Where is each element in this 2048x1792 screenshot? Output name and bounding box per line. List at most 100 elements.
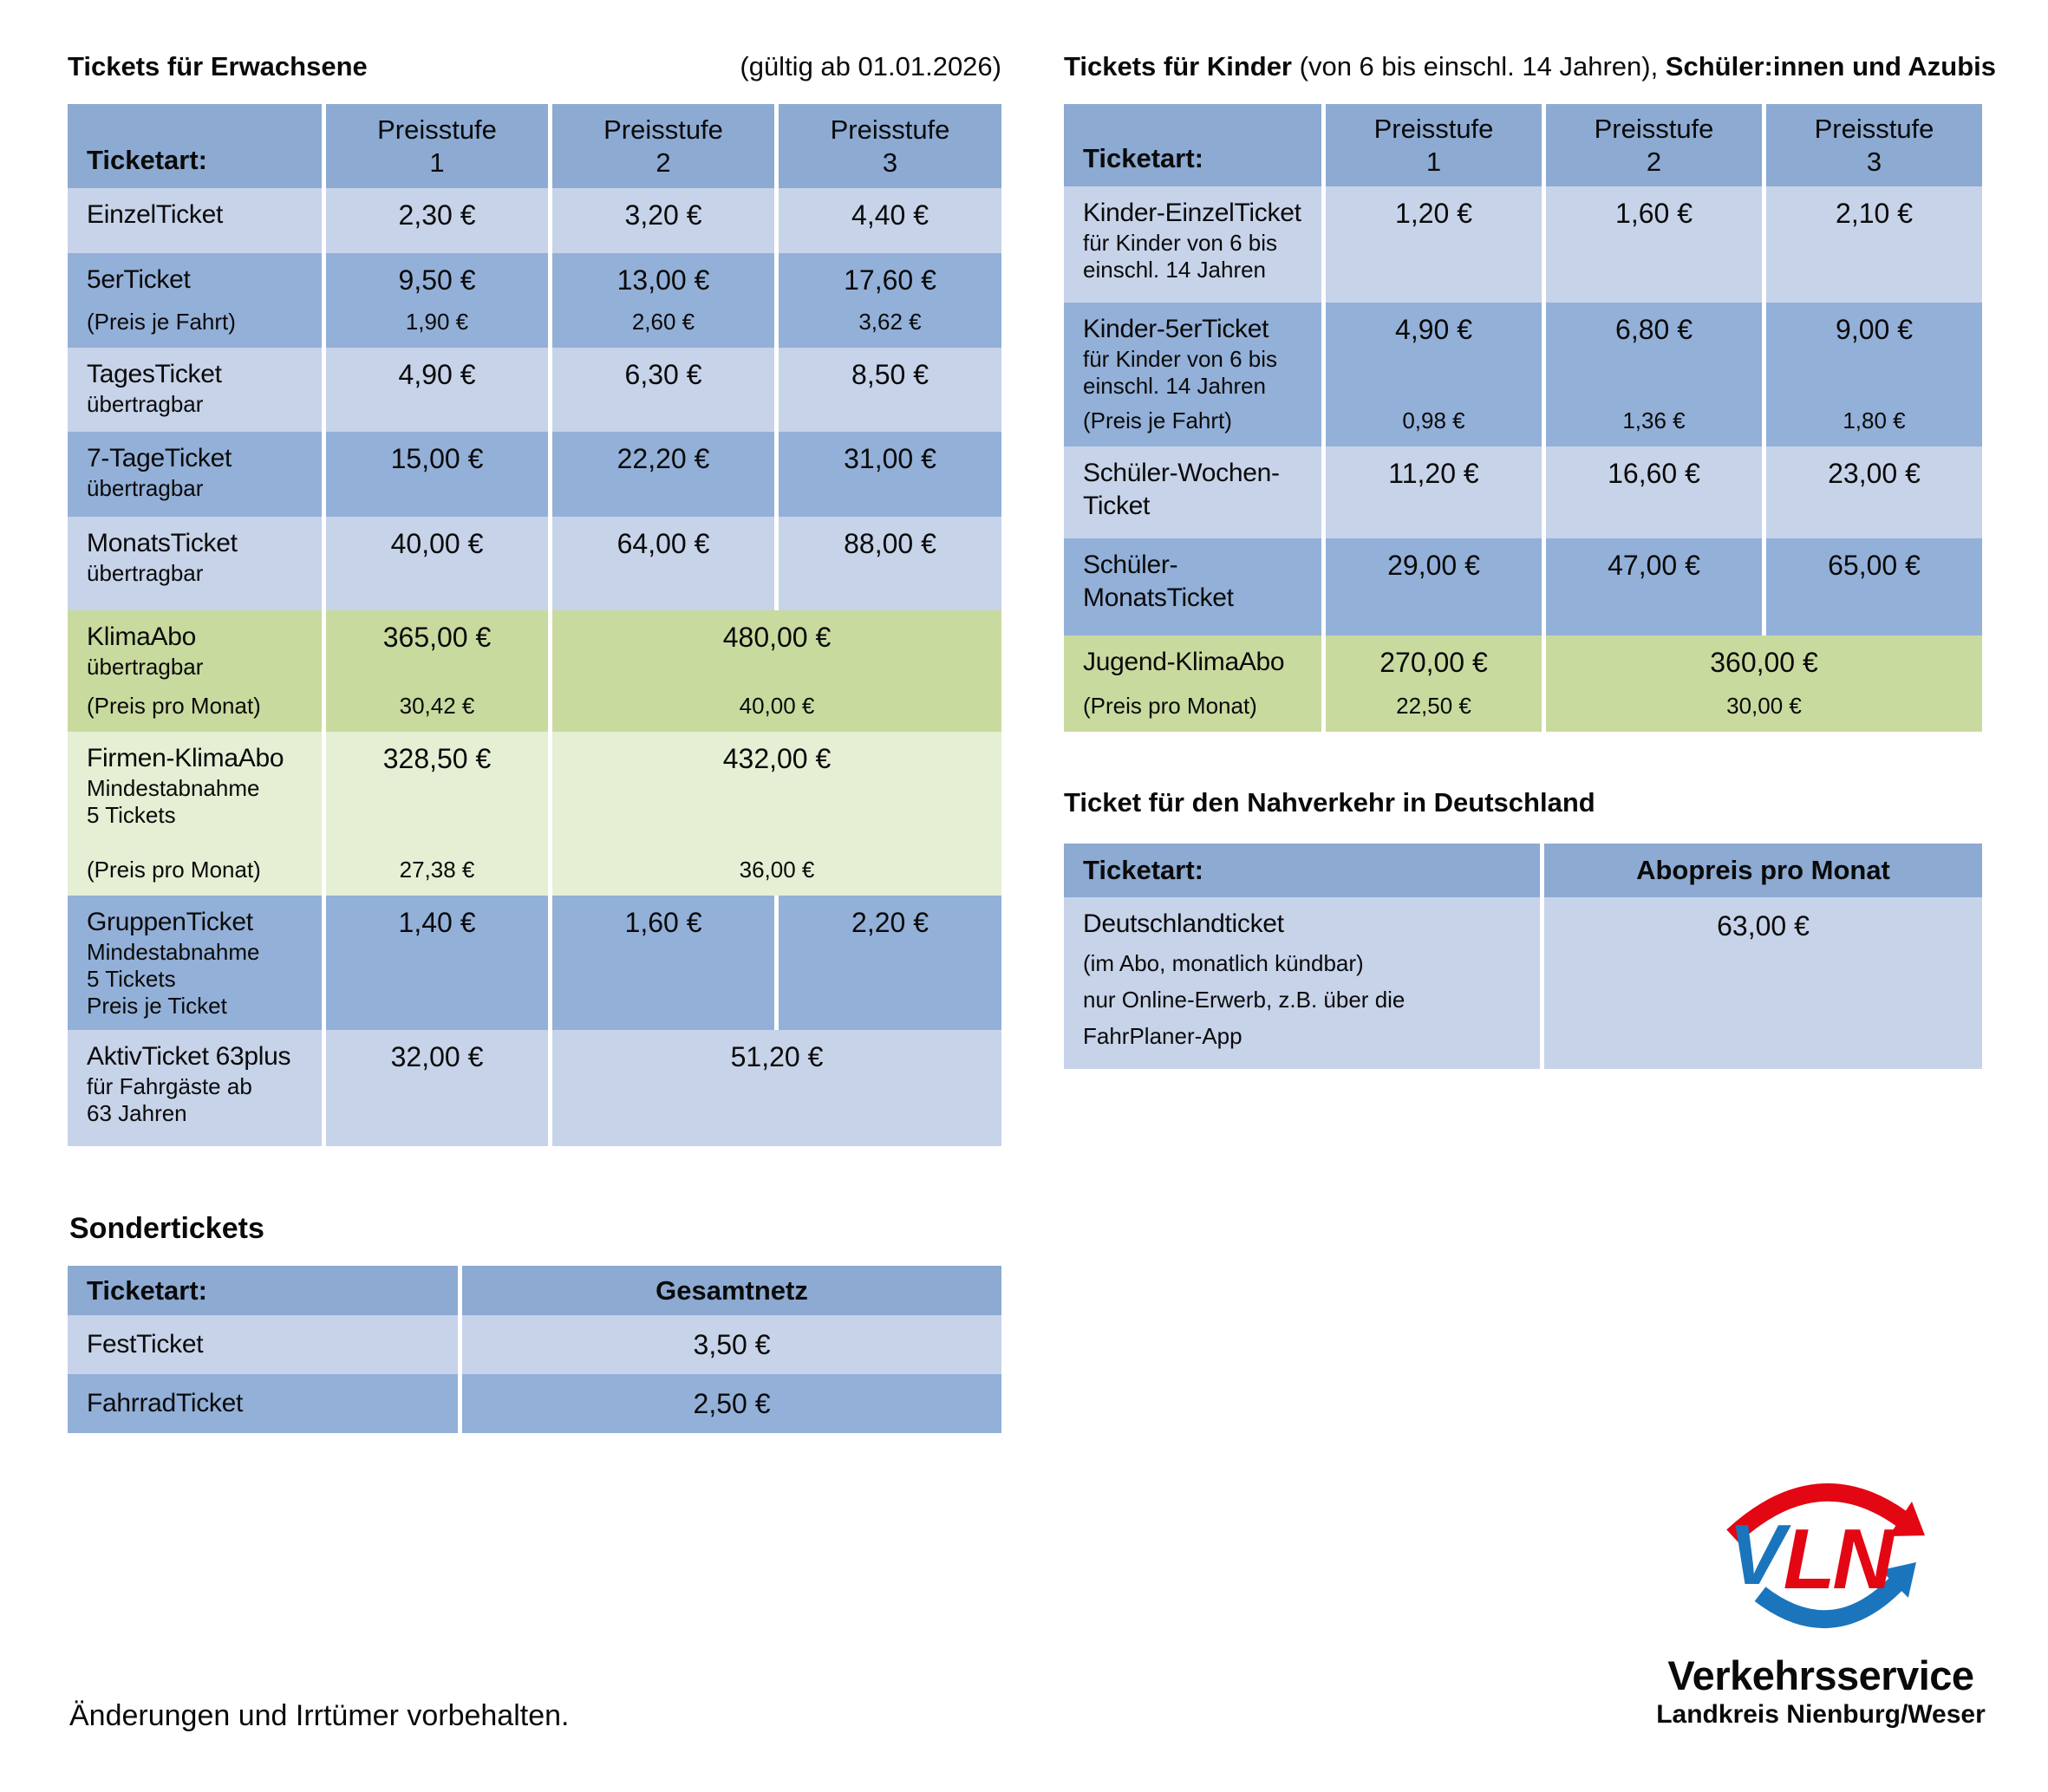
price-cell: 17,60 € 3,62 € xyxy=(779,253,1001,348)
table-row: 5erTicket (Preis je Fahrt) 9,50 € 1,90 € 13,… xyxy=(68,253,1001,348)
price-value: 31,00 € xyxy=(844,443,936,474)
logo-red-arrow-arc xyxy=(1726,1482,1908,1543)
deutschlandticket-table: Ticketart: Abopreis pro Monat Deutschlandt… xyxy=(1064,844,1982,1069)
ticket-name-cell: 7-TageTicket übertragbar xyxy=(68,432,322,517)
kids-title-part3: Schüler:innen und Azubis xyxy=(1665,51,1996,81)
ticket-desc: Mindestabnahme xyxy=(87,775,260,801)
sondertickets-section-title: Sondertickets xyxy=(69,1212,264,1245)
column-header-preisstufe: Preisstufe 3 xyxy=(1766,104,1982,186)
price-cell: 31,00 € xyxy=(779,432,1001,517)
ticket-name: GruppenTicket xyxy=(87,908,253,936)
price-value: 3,20 € xyxy=(624,199,702,231)
ticket-name: Schüler- xyxy=(1083,551,1178,579)
ticket-desc: übertragbar xyxy=(87,475,204,501)
preisstufe-label: Preisstufe xyxy=(1814,113,1934,144)
table-header-row: Ticketart: Preisstufe 1 Preisstufe 2 Preisstu… xyxy=(1064,104,1982,186)
column-header-ticketart: Ticketart: xyxy=(1064,844,1540,897)
ticket-name-cell: Kinder-5erTicket für Kinder von 6 bis eins… xyxy=(1064,303,1321,446)
price-value: 64,00 € xyxy=(616,528,710,559)
price-cell: 15,00 € xyxy=(326,432,548,517)
disclaimer-note: Änderungen und Irrtümer vorbehalten. xyxy=(69,1699,570,1732)
ticket-name-cell: MonatsTicket übertragbar xyxy=(68,517,322,610)
logo-blue-arrowhead xyxy=(1881,1562,1916,1598)
adults-price-table: Ticketart: Preisstufe 1 Preisstufe 2 Preisstu… xyxy=(68,104,1001,1146)
ticket-name: Kinder-EinzelTicket xyxy=(1083,199,1301,227)
ticket-desc: 63 Jahren xyxy=(87,1100,187,1126)
column-header-preisstufe: Preisstufe 1 xyxy=(326,104,548,188)
price-cell: 51,20 € xyxy=(552,1030,1001,1146)
ticket-name: TagesTicket xyxy=(87,360,222,388)
ticket-name: 7-TageTicket xyxy=(87,444,232,472)
table-row: EinzelTicket 2,30 € 3,20 € 4,40 € xyxy=(68,188,1001,253)
price-value: 2,10 € xyxy=(1836,198,1913,229)
ticket-subnote: (Preis pro Monat) xyxy=(87,693,261,719)
price-value: 480,00 € xyxy=(722,622,832,653)
table-row: Schüler-Wochen- Ticket 11,20 € 16,60 € 23,00… xyxy=(1064,446,1982,538)
price-subvalue: 30,42 € xyxy=(399,693,475,719)
table-row: Firmen-KlimaAbo Mindestabnahme 5 Tickets (P… xyxy=(68,732,1001,896)
table-row: FahrradTicket 2,50 € xyxy=(68,1374,1001,1433)
price-value: 2,20 € xyxy=(851,907,929,938)
price-value: 365,00 € xyxy=(382,622,492,653)
preisstufe-number: 2 xyxy=(655,147,671,178)
ticket-name: Ticket xyxy=(1083,492,1151,520)
ticket-name-cell: Kinder-EinzelTicket für Kinder von 6 bis e… xyxy=(1064,186,1321,303)
ticket-name-cell: Firmen-KlimaAbo Mindestabnahme 5 Tickets (P… xyxy=(68,732,322,896)
price-value: 9,50 € xyxy=(398,264,476,296)
table-header-row: Ticketart: Abopreis pro Monat xyxy=(1064,844,1982,897)
ticket-desc: (im Abo, monatlich kündbar) xyxy=(1083,950,1364,976)
price-cell: 432,00 € 36,00 € xyxy=(552,732,1001,896)
kids-title-part1: Tickets für Kinder xyxy=(1064,51,1293,81)
ticket-name-cell: FestTicket xyxy=(68,1315,458,1374)
price-value: 88,00 € xyxy=(844,528,936,559)
price-cell: 2,50 € xyxy=(462,1374,1001,1433)
ticket-desc: einschl. 14 Jahren xyxy=(1083,257,1267,283)
preisstufe-label: Preisstufe xyxy=(1594,113,1714,144)
ticket-name-cell: EinzelTicket xyxy=(68,188,322,253)
price-value: 29,00 € xyxy=(1387,550,1480,581)
preisstufe-number: 3 xyxy=(882,147,898,178)
price-value: 63,00 € xyxy=(1717,910,1810,942)
price-cell: 480,00 € 40,00 € xyxy=(552,610,1001,732)
price-value: 32,00 € xyxy=(390,1041,484,1072)
ticket-name: Kinder-5erTicket xyxy=(1083,315,1269,343)
price-cell: 16,60 € xyxy=(1546,446,1762,538)
price-cell: 47,00 € xyxy=(1546,538,1762,635)
ticket-desc: für Kinder von 6 bis xyxy=(1083,230,1278,256)
ticket-name-cell: GruppenTicket Mindestabnahme 5 Tickets Prei… xyxy=(68,896,322,1032)
ticket-name: FahrradTicket xyxy=(87,1389,244,1417)
price-cell: 9,50 € 1,90 € xyxy=(326,253,548,348)
price-cell: 3,50 € xyxy=(462,1315,1001,1374)
table-header-row: Ticketart: Gesamtnetz xyxy=(68,1266,1001,1315)
price-value: 6,80 € xyxy=(1615,314,1693,345)
price-cell: 2,30 € xyxy=(326,188,548,253)
price-cell: 4,90 € xyxy=(326,348,548,432)
table-row: TagesTicket übertragbar 4,90 € 6,30 € 8,50 € xyxy=(68,348,1001,432)
table-row: Schüler- MonatsTicket 29,00 € 47,00 € 65,00 … xyxy=(1064,538,1982,635)
price-subvalue: 30,00 € xyxy=(1726,693,1802,719)
logo-company-name: Verkehrsservice xyxy=(1667,1652,1974,1698)
price-cell: 32,00 € xyxy=(326,1030,548,1146)
ticket-name-cell: TagesTicket übertragbar xyxy=(68,348,322,432)
ticket-name-cell: FahrradTicket xyxy=(68,1374,458,1433)
price-subvalue: 0,98 € xyxy=(1402,407,1465,433)
price-value: 360,00 € xyxy=(1710,647,1818,678)
ticket-name-cell: KlimaAbo übertragbar (Preis pro Monat) xyxy=(68,610,322,732)
kids-title-part2: (von 6 bis einschl. 14 Jahren), xyxy=(1292,51,1666,81)
column-header-ticketart: Ticketart: xyxy=(68,104,322,188)
price-cell: 63,00 € xyxy=(1544,897,1982,1069)
price-value: 40,00 € xyxy=(390,528,484,559)
price-cell: 360,00 € 30,00 € xyxy=(1546,635,1982,732)
price-value: 1,60 € xyxy=(1615,198,1693,229)
price-value: 11,20 € xyxy=(1388,458,1479,489)
price-cell: 328,50 € 27,38 € xyxy=(326,732,548,896)
price-subvalue: 22,50 € xyxy=(1396,693,1471,719)
column-header-preisstufe: Preisstufe 1 xyxy=(1326,104,1542,186)
ticket-name-cell: Schüler-Wochen- Ticket xyxy=(1064,446,1321,538)
price-value: 432,00 € xyxy=(722,743,832,774)
table-row: GruppenTicket Mindestabnahme 5 Tickets Prei… xyxy=(68,896,1001,1032)
ticket-desc: nur Online-Erwerb, z.B. über die xyxy=(1083,987,1406,1013)
price-value: 1,60 € xyxy=(624,907,702,938)
kids-section-title: Tickets für Kinder (von 6 bis einschl. 1… xyxy=(1064,50,2035,83)
